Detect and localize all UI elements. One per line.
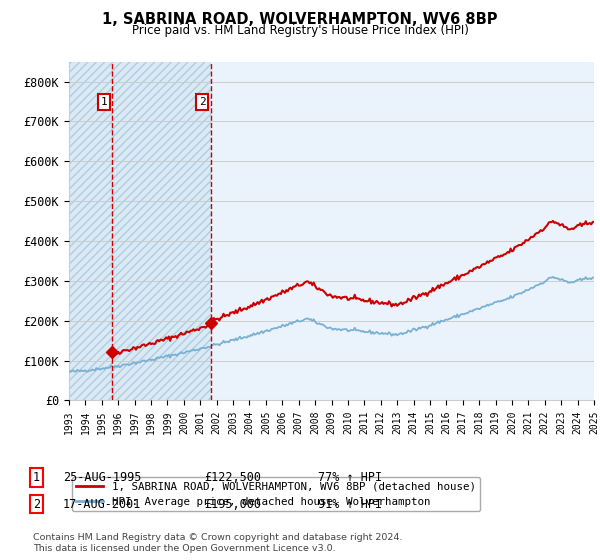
Text: £195,000: £195,000 — [204, 497, 261, 511]
Bar — [69, 62, 211, 400]
Text: 1: 1 — [100, 97, 107, 108]
Text: 1: 1 — [33, 470, 40, 484]
Text: 91% ↑ HPI: 91% ↑ HPI — [318, 497, 382, 511]
Text: 25-AUG-1995: 25-AUG-1995 — [63, 470, 142, 484]
Text: Price paid vs. HM Land Registry's House Price Index (HPI): Price paid vs. HM Land Registry's House … — [131, 24, 469, 37]
Text: 2: 2 — [199, 97, 206, 108]
Text: Contains HM Land Registry data © Crown copyright and database right 2024.
This d: Contains HM Land Registry data © Crown c… — [33, 533, 403, 553]
Text: 17-AUG-2001: 17-AUG-2001 — [63, 497, 142, 511]
Text: £122,500: £122,500 — [204, 470, 261, 484]
Text: 2: 2 — [33, 497, 40, 511]
Text: 1, SABRINA ROAD, WOLVERHAMPTON, WV6 8BP: 1, SABRINA ROAD, WOLVERHAMPTON, WV6 8BP — [102, 12, 498, 27]
Legend: 1, SABRINA ROAD, WOLVERHAMPTON, WV6 8BP (detached house), HPI: Average price, de: 1, SABRINA ROAD, WOLVERHAMPTON, WV6 8BP … — [72, 477, 480, 511]
Text: 77% ↑ HPI: 77% ↑ HPI — [318, 470, 382, 484]
